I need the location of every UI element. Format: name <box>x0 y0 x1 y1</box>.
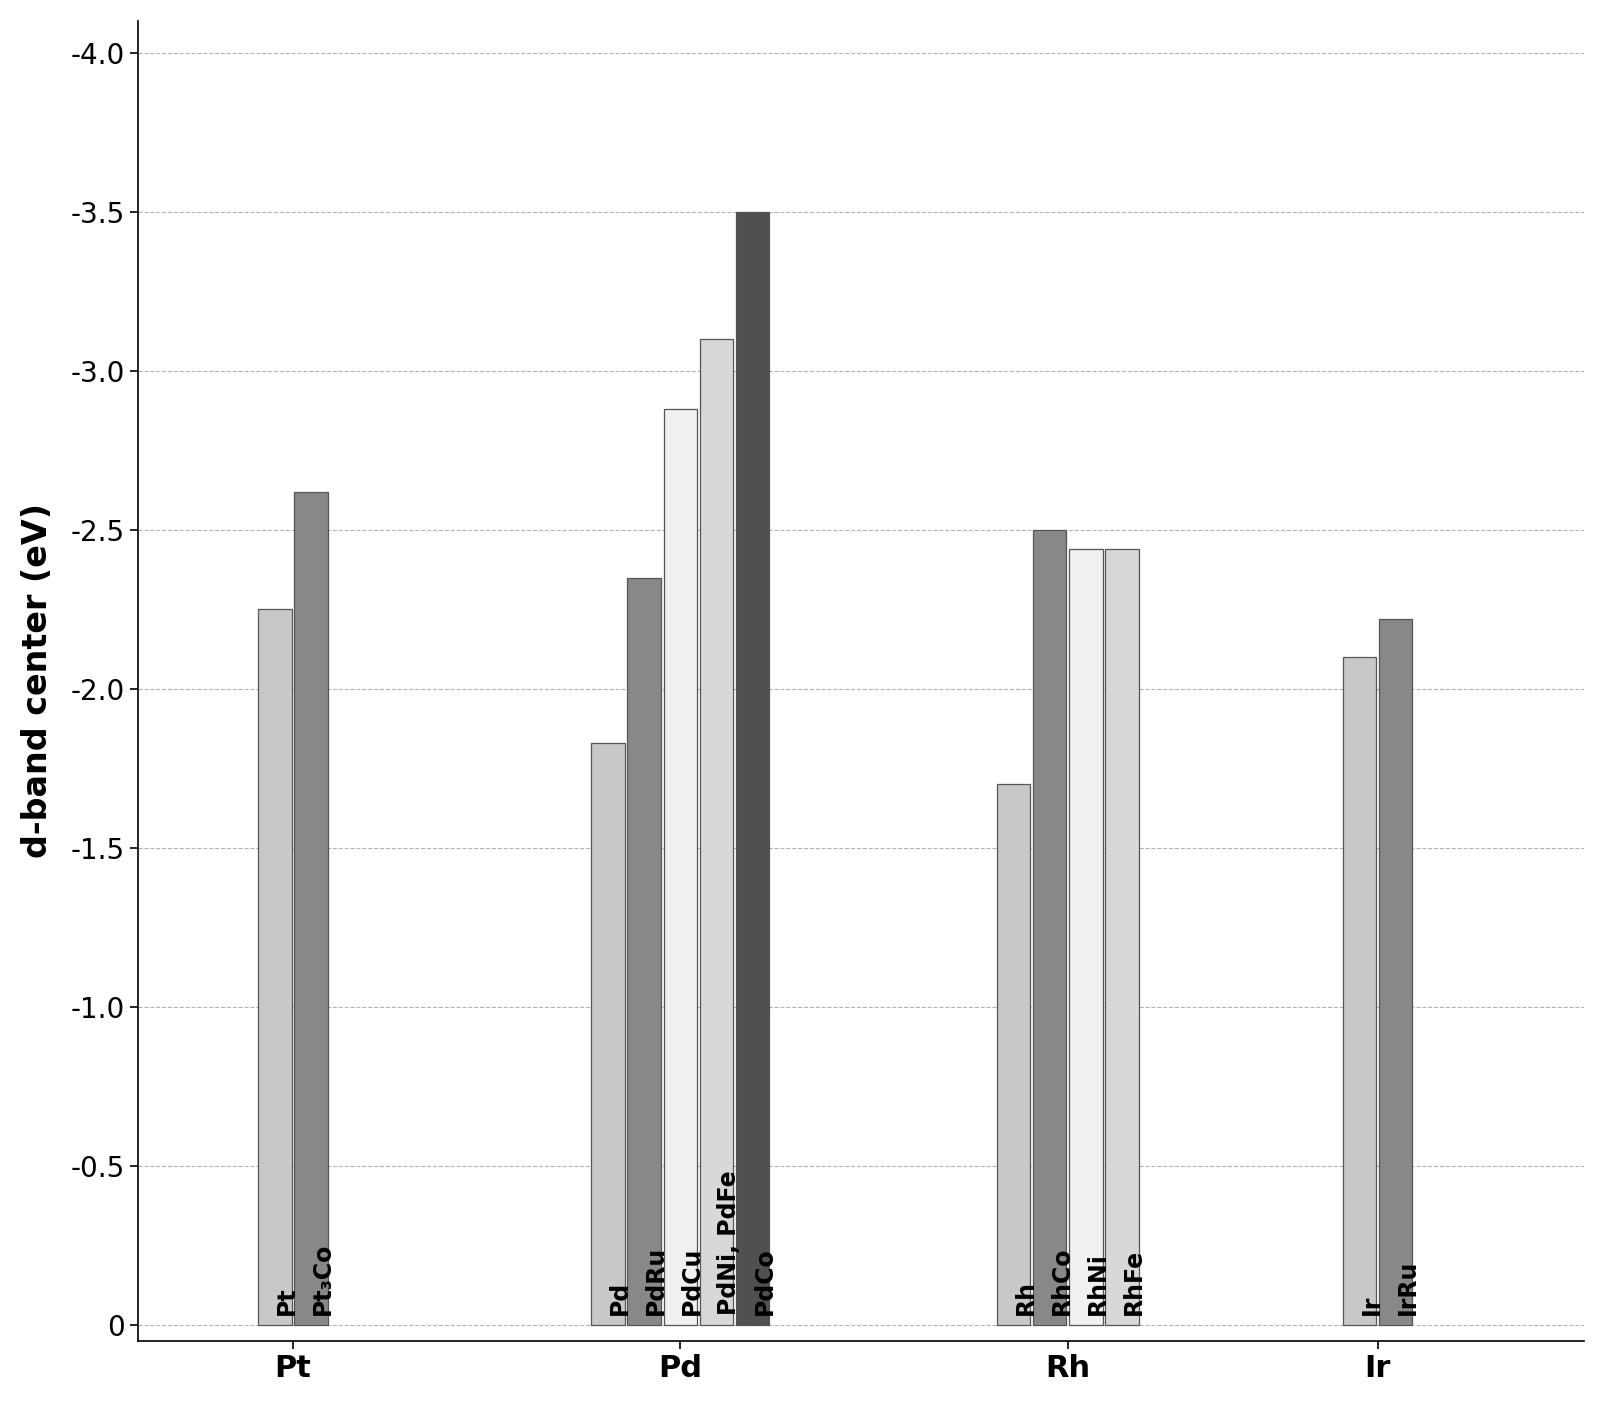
Text: PdRu: PdRu <box>644 1245 668 1314</box>
Text: Pd: Pd <box>608 1280 632 1314</box>
Bar <box>258 609 292 1325</box>
Bar <box>1379 619 1412 1325</box>
Text: Pt₃Co: Pt₃Co <box>311 1243 335 1314</box>
Text: RhNi: RhNi <box>1085 1252 1109 1314</box>
Text: Rh: Rh <box>1013 1279 1037 1314</box>
Bar <box>628 577 661 1325</box>
Text: Ir: Ir <box>1359 1294 1384 1314</box>
Text: RhCo: RhCo <box>1050 1247 1074 1314</box>
Text: RhFe: RhFe <box>1122 1248 1146 1314</box>
Text: IrRu: IrRu <box>1396 1259 1420 1314</box>
Text: Pt: Pt <box>274 1286 299 1314</box>
Text: PdNi, PdFe: PdNi, PdFe <box>716 1170 740 1314</box>
Text: PdCu: PdCu <box>681 1247 705 1314</box>
Y-axis label: d-band center (eV): d-band center (eV) <box>21 504 55 858</box>
Bar <box>735 212 769 1325</box>
Bar <box>591 743 624 1325</box>
Text: PdCo: PdCo <box>753 1247 777 1314</box>
Bar <box>1034 529 1066 1325</box>
Bar <box>663 409 697 1325</box>
Bar <box>1069 549 1103 1325</box>
Bar <box>294 491 327 1325</box>
Bar <box>1343 657 1377 1325</box>
Bar <box>700 338 733 1325</box>
Bar <box>997 785 1030 1325</box>
Bar <box>1106 549 1138 1325</box>
